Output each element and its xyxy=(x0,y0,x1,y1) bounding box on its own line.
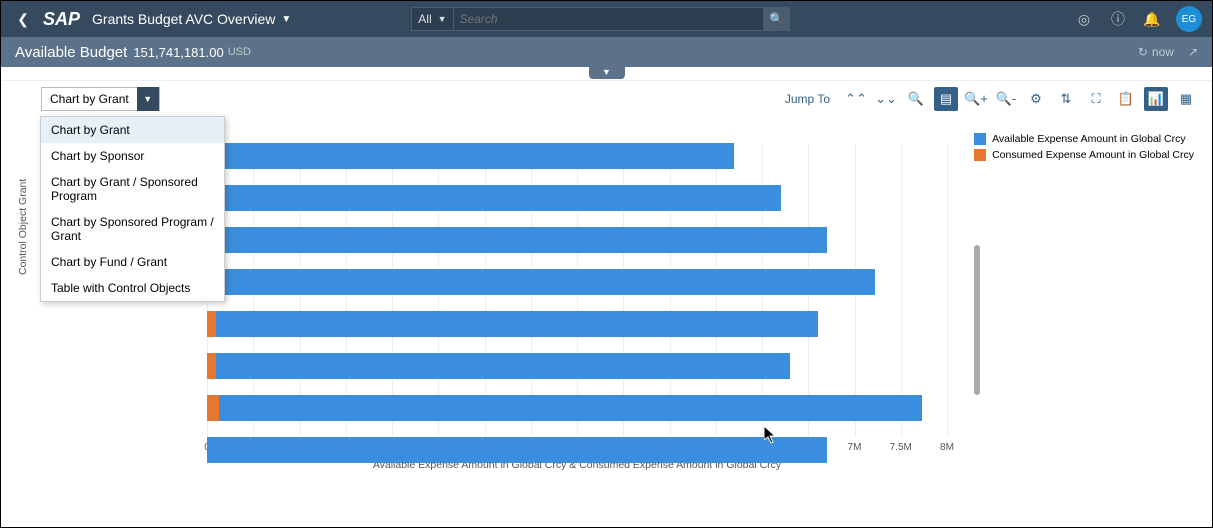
x-tick-label: 7M xyxy=(848,442,862,453)
chart-legend: Available Expense Amount in Global Crcy C… xyxy=(974,133,1194,165)
bar-available[interactable] xyxy=(207,185,781,211)
bar-available[interactable] xyxy=(207,437,827,463)
bar-available[interactable] xyxy=(207,227,827,253)
gridline xyxy=(901,145,902,437)
bar-consumed[interactable] xyxy=(207,395,219,421)
bar-available[interactable] xyxy=(207,143,734,169)
details-icon[interactable]: ▤ xyxy=(934,87,958,111)
bar-available[interactable] xyxy=(216,311,817,337)
chart-view-menu-item[interactable]: Chart by Sponsor xyxy=(41,143,224,169)
zoom-out-icon[interactable]: 🔍- xyxy=(994,87,1018,111)
bar-available[interactable] xyxy=(216,353,790,379)
chart-view-menu-item[interactable]: Chart by Grant xyxy=(41,117,224,143)
legend-swatch xyxy=(974,133,986,145)
search-button[interactable]: 🔍 xyxy=(764,7,790,31)
refresh-button[interactable]: ↻ now xyxy=(1138,45,1174,59)
fullscreen-icon[interactable]: ⛶ xyxy=(1084,87,1108,111)
chart-view-menu-item[interactable]: Chart by Sponsored Program / Grant xyxy=(41,209,224,249)
bar-available[interactable] xyxy=(218,269,875,295)
chevron-down-icon: ▼ xyxy=(438,14,447,24)
notification-icon[interactable]: 🔔 xyxy=(1142,11,1162,28)
share-icon[interactable]: ↗ xyxy=(1188,45,1198,59)
chart-view-label: Chart by Grant xyxy=(42,92,137,106)
refresh-icon: ↻ xyxy=(1138,45,1148,59)
sap-logo: SAP xyxy=(43,9,80,30)
page-title: Available Budget xyxy=(15,44,127,61)
chart-scrollbar[interactable] xyxy=(974,245,980,395)
legend-swatch xyxy=(974,149,986,161)
y-axis-title: Control Object Grant xyxy=(17,179,29,275)
collapse-up-icon[interactable]: ⌃⌃ xyxy=(844,87,868,111)
gridline xyxy=(947,145,948,437)
chart-view-menu-item[interactable]: Chart by Fund / Grant xyxy=(41,249,224,275)
sub-header: Available Budget 151,741,181.00 USD ↻ now… xyxy=(1,37,1212,67)
copilot-icon[interactable]: ◎ xyxy=(1074,11,1094,28)
sort-icon[interactable]: ⇅ xyxy=(1054,87,1078,111)
chevron-down-icon: ▼ xyxy=(281,14,291,25)
shell-header: ❮ SAP Grants Budget AVC Overview ▼ All ▼… xyxy=(1,1,1212,37)
chart-view-dropdown[interactable]: Chart by Grant ▼ xyxy=(41,87,160,111)
chart-plot[interactable]: 0500K1M1.5M2M2.5M3M3.5M4M4.5M5M5.5M6M6.5… xyxy=(207,135,947,475)
app-title-text: Grants Budget AVC Overview xyxy=(92,11,275,27)
legend-label: Available Expense Amount in Global Crcy xyxy=(992,133,1186,145)
table-view-icon[interactable]: ▦ xyxy=(1174,87,1198,111)
chart-view-menu-item[interactable]: Table with Control Objects xyxy=(41,275,224,301)
avatar-initials: EG xyxy=(1182,14,1196,25)
header-actions: ◎ ⓘ 🔔 EG xyxy=(1074,6,1202,32)
search-input[interactable] xyxy=(454,7,764,31)
chart-view-menu: Chart by GrantChart by SponsorChart by G… xyxy=(40,116,225,302)
app-title[interactable]: Grants Budget AVC Overview ▼ xyxy=(92,11,291,27)
refresh-label: now xyxy=(1152,45,1174,59)
zoom-in-icon[interactable]: 🔍+ xyxy=(964,87,988,111)
bar-available[interactable] xyxy=(219,395,922,421)
search-icon: 🔍 xyxy=(769,12,784,26)
copy-icon[interactable]: 📋 xyxy=(1114,87,1138,111)
x-tick-label: 8M xyxy=(940,442,954,453)
help-icon[interactable]: ⓘ xyxy=(1108,9,1128,29)
chevron-down-icon: ▼ xyxy=(137,87,159,111)
header-expander: ▼ xyxy=(1,67,1212,81)
legend-label: Consumed Expense Amount in Global Crcy xyxy=(992,149,1194,161)
budget-currency: USD xyxy=(228,46,251,58)
expand-down-icon[interactable]: ⌄⌄ xyxy=(874,87,898,111)
budget-amount: 151,741,181.00 xyxy=(133,45,223,60)
search-scope-dropdown[interactable]: All ▼ xyxy=(411,7,453,31)
chart-view-icon[interactable]: 📊 xyxy=(1144,87,1168,111)
chart-toolbar: Chart by Grant ▼ Jump To ⌃⌃ ⌄⌄ 🔍 ▤ 🔍+ 🔍-… xyxy=(1,81,1212,117)
jump-to-link[interactable]: Jump To xyxy=(785,92,830,106)
legend-item: Consumed Expense Amount in Global Crcy xyxy=(974,149,1194,161)
back-icon[interactable]: ❮ xyxy=(11,11,35,28)
chevron-down-icon: ▼ xyxy=(602,67,611,77)
search-container: All ▼ 🔍 xyxy=(411,7,789,31)
x-tick-label: 7.5M xyxy=(890,442,912,453)
legend-item: Available Expense Amount in Global Crcy xyxy=(974,133,1194,145)
chart-view-menu-item[interactable]: Chart by Grant / Sponsored Program xyxy=(41,169,224,209)
expand-header-button[interactable]: ▼ xyxy=(589,65,625,79)
filter-icon[interactable]: 🔍 xyxy=(904,87,928,111)
avatar[interactable]: EG xyxy=(1176,6,1202,32)
settings-icon[interactable]: ⚙ xyxy=(1024,87,1048,111)
bar-consumed[interactable] xyxy=(207,353,216,379)
bar-consumed[interactable] xyxy=(207,311,216,337)
search-scope-label: All xyxy=(418,12,431,26)
